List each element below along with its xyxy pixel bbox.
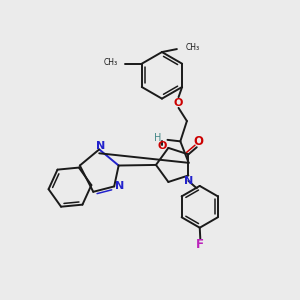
Text: CH₃: CH₃ xyxy=(185,44,200,52)
Text: N: N xyxy=(115,182,124,191)
Text: N: N xyxy=(184,176,193,186)
Text: H: H xyxy=(154,133,162,143)
Text: O: O xyxy=(174,98,183,107)
Text: N: N xyxy=(95,140,105,151)
Text: O: O xyxy=(158,141,167,152)
Text: CH₃: CH₃ xyxy=(104,58,118,67)
Text: O: O xyxy=(194,135,204,148)
Text: F: F xyxy=(196,238,204,250)
